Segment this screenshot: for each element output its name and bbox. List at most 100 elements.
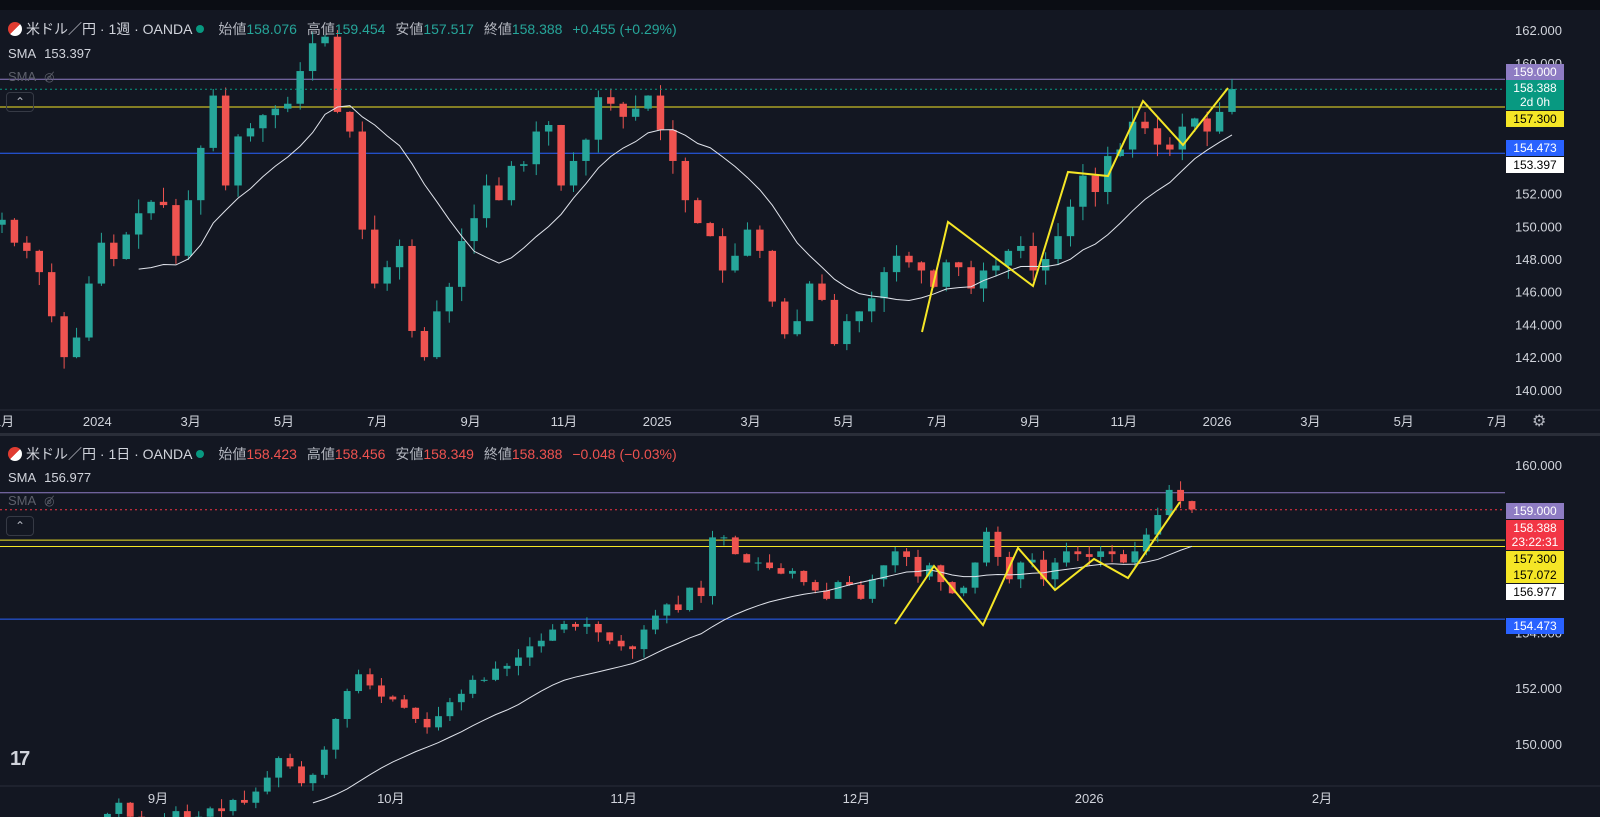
y-axis-tick-label: 150.000: [1515, 737, 1562, 752]
candle-body: [777, 568, 785, 574]
candle-body: [1128, 121, 1137, 150]
daily-candlestick-chart[interactable]: 9月10月11月12月20262月160.000154.000152.00015…: [0, 436, 1600, 817]
candle-body: [503, 665, 511, 669]
candle-body: [1153, 128, 1162, 145]
candle-body: [433, 311, 441, 358]
candle-body: [1141, 121, 1149, 129]
candle-body: [412, 707, 420, 719]
candle-body: [115, 802, 123, 814]
close-label: 終値: [483, 446, 512, 462]
candle-body: [134, 213, 143, 235]
pane-divider[interactable]: [0, 433, 1600, 436]
weekly-symbol-label[interactable]: 米ドル／円 · 1週 · OANDA: [26, 21, 193, 37]
price-tag: [1506, 80, 1564, 96]
candle-body: [867, 298, 876, 312]
price-tag-label: 156.977: [1513, 585, 1557, 599]
candle-body: [358, 131, 367, 230]
candle-body: [172, 205, 180, 256]
weekly-sma-indicator[interactable]: SMA 153.397: [8, 46, 91, 61]
eye-hidden-icon[interactable]: ◎̸: [44, 494, 55, 508]
price-tag: [1506, 534, 1564, 550]
daily-chart-pane[interactable]: 9月10月11月12月20262月160.000154.000152.00015…: [0, 436, 1600, 817]
candle-body: [435, 716, 442, 728]
candle-body: [560, 623, 568, 630]
sma-value: 153.397: [44, 46, 92, 61]
candle-body: [1066, 206, 1075, 237]
candle-body: [1131, 551, 1139, 563]
candle-body: [126, 802, 134, 817]
candle-body: [172, 811, 180, 817]
candle-body: [1178, 126, 1187, 150]
weekly-candlestick-chart[interactable]: 1月 2024 3月 5月 7月 9月 11月 2025 3月 5月 7月 9月 11月 2026 3月 5月…: [0, 10, 1600, 433]
price-tag: [1506, 94, 1564, 110]
close-value: 158.388: [511, 21, 563, 37]
daily-sma-indicator[interactable]: SMA 156.977: [8, 470, 91, 485]
price-tag-label: 159.000: [1513, 504, 1557, 518]
candle-body: [846, 582, 853, 585]
candle-body: [446, 702, 454, 717]
candle-body: [47, 272, 56, 317]
x-axis-tick-label: 11月: [551, 414, 578, 429]
candle-body: [694, 200, 702, 224]
price-tag-label: 2d 0h: [1520, 95, 1550, 109]
candle-body: [1054, 236, 1062, 260]
candle-body: [110, 242, 118, 260]
candle-body: [1041, 259, 1050, 271]
candle-body: [656, 95, 665, 130]
high-label: 高値: [306, 21, 335, 37]
candle-body: [1215, 111, 1224, 132]
x-axis-tick-label: 5月: [1394, 414, 1414, 429]
high-value: 158.456: [334, 446, 386, 462]
candle-body: [681, 160, 690, 201]
collapse-legend-button[interactable]: ⌃: [6, 516, 34, 536]
x-axis-tick-label: 11月: [1111, 414, 1138, 429]
candle-body: [1074, 551, 1082, 555]
y-axis-tick-label: 162.000: [1515, 23, 1562, 38]
tradingview-logo-icon[interactable]: 17: [10, 748, 30, 770]
candle-body: [743, 554, 751, 563]
candle-body: [754, 562, 762, 564]
candle-body: [855, 311, 863, 322]
candle-body: [818, 283, 826, 300]
eye-hidden-icon[interactable]: ◎̸: [44, 70, 55, 84]
collapse-legend-button[interactable]: ⌃: [6, 92, 34, 112]
daily-sma-hidden-indicator[interactable]: SMA ◎̸: [8, 493, 55, 508]
x-axis-tick-label: 9月: [460, 414, 480, 429]
candle-body: [1120, 554, 1127, 563]
candle-body: [240, 799, 248, 803]
settings-gear-icon[interactable]: ⚙: [1532, 413, 1547, 430]
weekly-ohlc-legend: 米ドル／円 · 1週 · OANDA 始値158.076 高値159.454 安…: [8, 19, 677, 39]
candle-body: [1097, 551, 1105, 557]
candle-body: [594, 97, 603, 140]
sma2-label: SMA: [8, 493, 37, 508]
candle-body: [308, 43, 317, 72]
x-axis-tick-label: 2024: [83, 414, 112, 429]
change-value: −0.048 (−0.03%): [572, 446, 677, 462]
x-axis-tick-label: 2026: [1075, 791, 1104, 806]
x-axis-tick-label: 7月: [1487, 414, 1507, 429]
candle-body: [159, 201, 168, 206]
daily-symbol-label[interactable]: 米ドル／円 · 1日 · OANDA: [26, 446, 193, 462]
close-value: 158.388: [511, 446, 563, 462]
price-tag-label: 159.000: [1513, 65, 1557, 79]
candle-body: [209, 95, 217, 148]
close-label: 終値: [483, 21, 512, 37]
candle-body: [23, 242, 31, 251]
candle-body: [925, 565, 933, 577]
candle-body: [631, 108, 640, 117]
candle-body: [834, 582, 842, 599]
candle-body: [768, 250, 777, 302]
price-tag: [1506, 157, 1564, 173]
candle-body: [1079, 175, 1087, 207]
price-tag-label: 157.300: [1513, 552, 1557, 566]
candle-body: [892, 255, 901, 273]
candle-body: [606, 632, 614, 641]
candle-body: [97, 242, 106, 284]
candle-body: [1191, 118, 1199, 127]
x-axis-tick-label: 7月: [927, 414, 947, 429]
weekly-sma-hidden-indicator[interactable]: SMA ◎̸: [8, 69, 55, 84]
weekly-chart-pane[interactable]: 1月 2024 3月 5月 7月 9月 11月 2025 3月 5月 7月 9月 11月 2026 3月 5月…: [0, 10, 1600, 433]
candle-body: [10, 219, 19, 243]
y-axis-tick-label: 148.000: [1515, 252, 1562, 267]
sma-label: SMA: [8, 470, 37, 485]
